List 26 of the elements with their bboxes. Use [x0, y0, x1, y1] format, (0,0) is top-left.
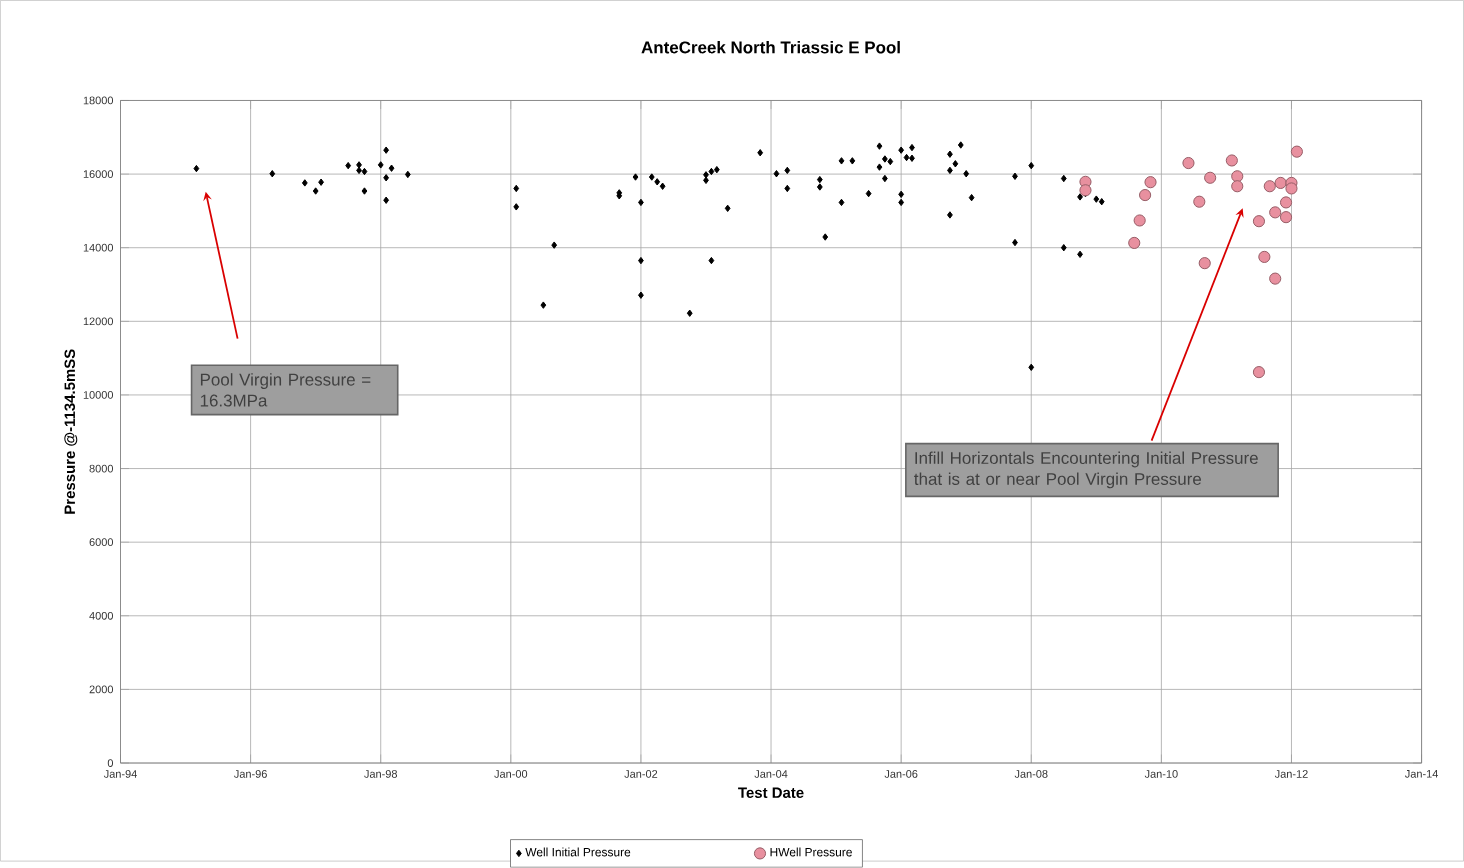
chart-title: AnteCreek North Triassic E Pool [641, 41, 900, 54]
point [1279, 211, 1293, 224]
point [1252, 366, 1266, 379]
point [1193, 195, 1206, 208]
point [1198, 257, 1211, 270]
point [1231, 180, 1244, 193]
point [1231, 170, 1244, 183]
annotation: Infill Horizontals Encountering Initial Pressure that is at or near Pool Virgin Pressure [914, 451, 1258, 489]
point [1274, 177, 1287, 190]
point [1139, 189, 1152, 202]
point [1263, 180, 1276, 193]
point [1182, 157, 1195, 170]
point [1204, 171, 1217, 185]
point [1225, 154, 1238, 167]
point [1128, 237, 1141, 250]
annotation: Pool Virgin Pressure = 16.3MPa [200, 373, 371, 407]
point [1079, 184, 1092, 197]
point [1258, 251, 1271, 264]
point [1269, 206, 1282, 219]
point [1252, 215, 1266, 228]
point [1285, 182, 1298, 195]
point [1290, 145, 1303, 158]
point [1144, 176, 1157, 189]
point [1133, 214, 1146, 227]
point [1269, 272, 1282, 285]
point [1279, 196, 1293, 209]
